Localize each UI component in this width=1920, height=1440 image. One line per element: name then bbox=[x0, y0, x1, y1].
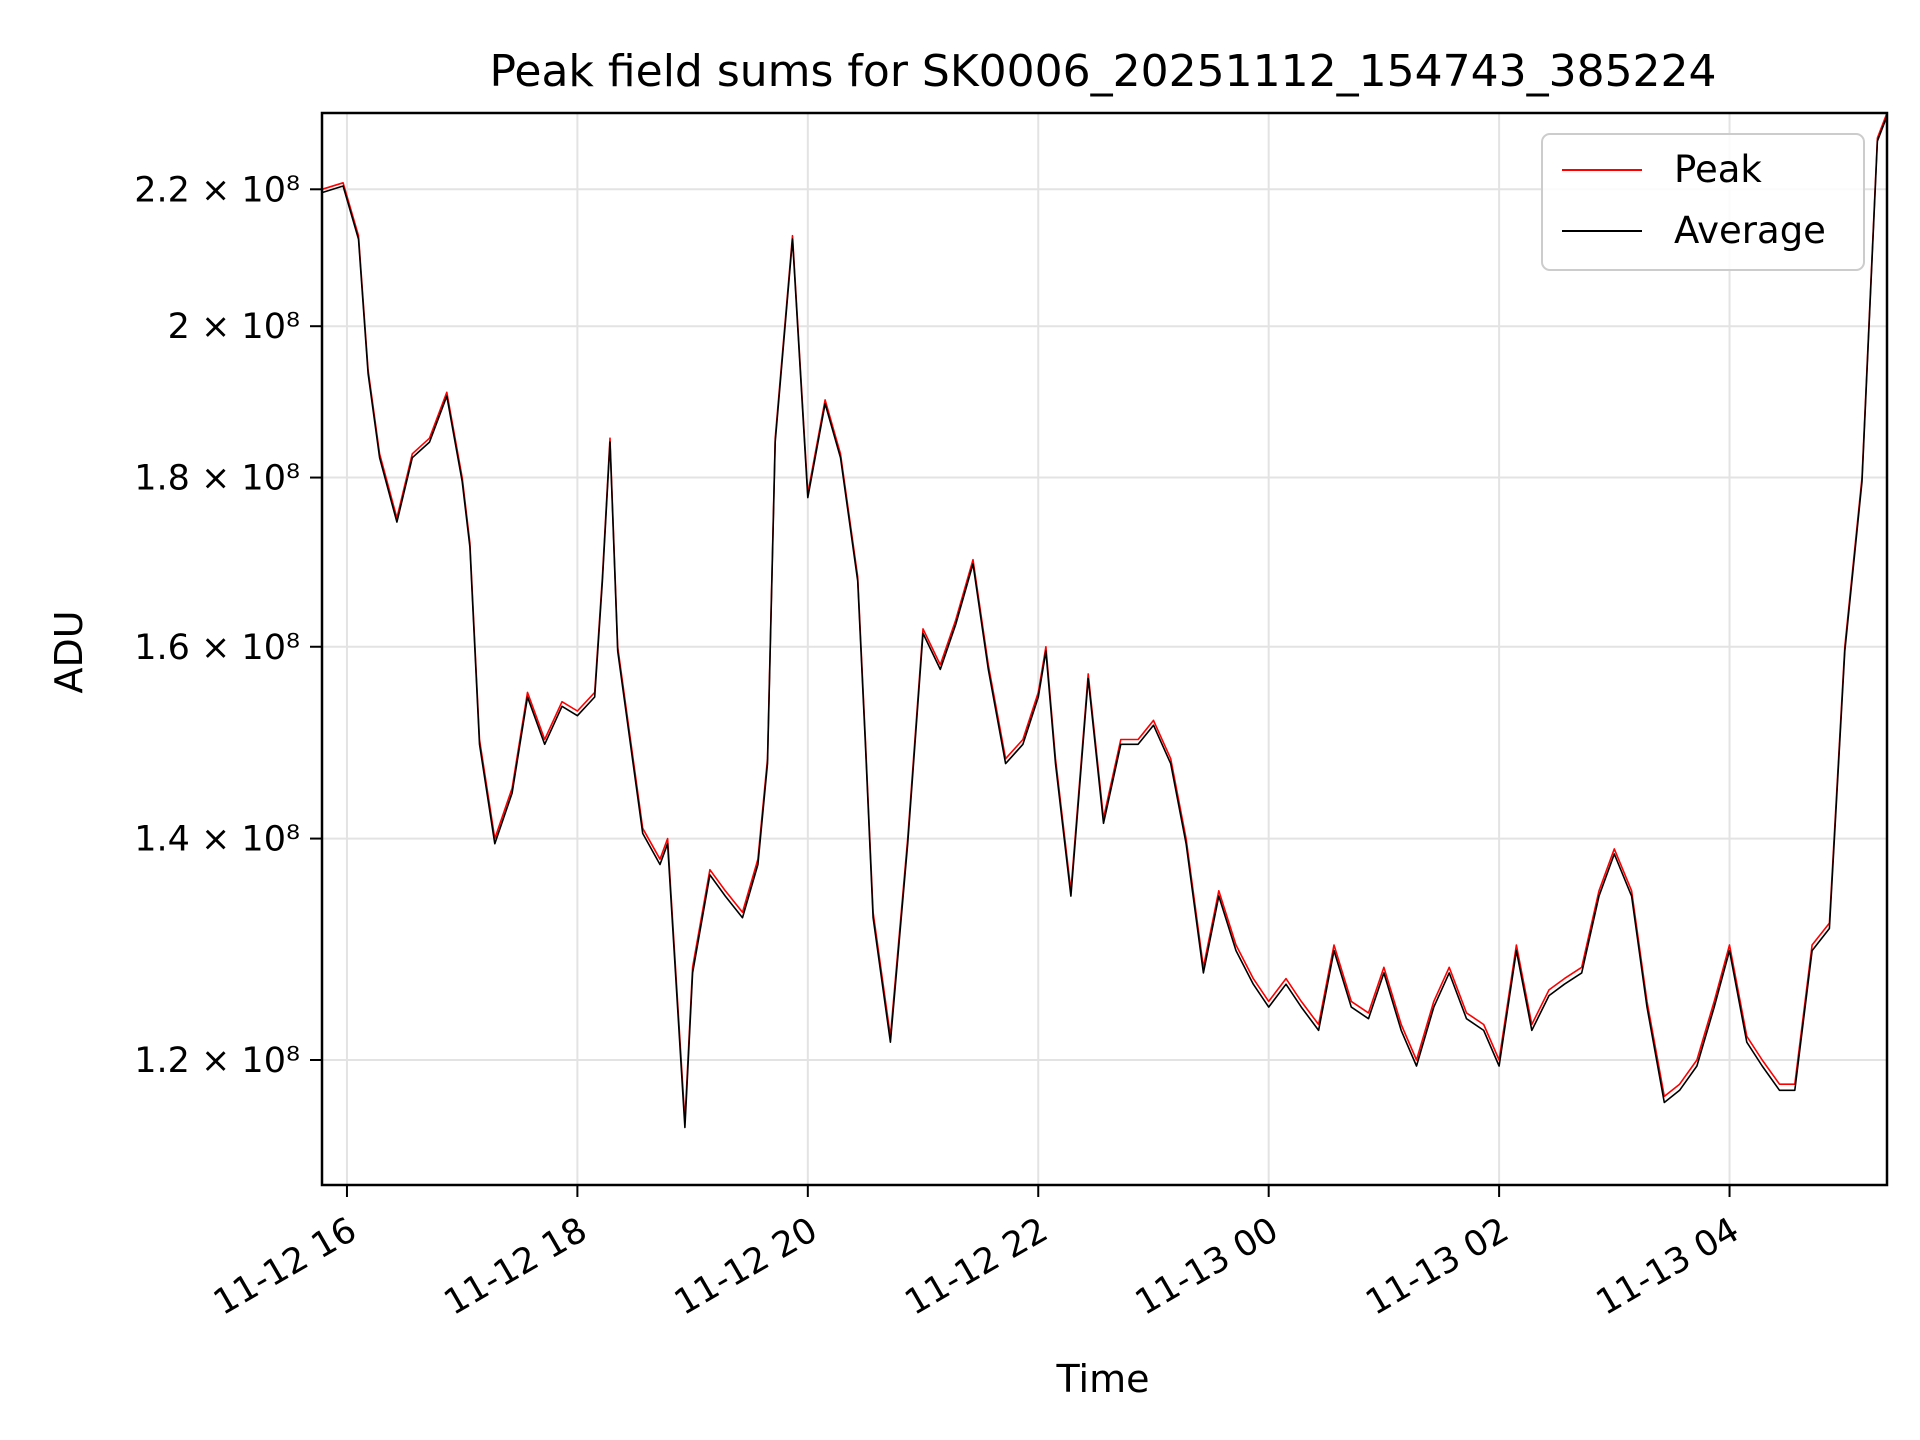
y-axis-label: ADU bbox=[47, 610, 91, 693]
y-tick-label: 2.2 × 10⁸ bbox=[134, 170, 300, 210]
x-axis-label: Time bbox=[1056, 1357, 1150, 1401]
plot-frame bbox=[320, 111, 1889, 1187]
y-tick-label: 2 × 10⁸ bbox=[168, 307, 300, 347]
y-axis: 1.2 × 10⁸ 1.4 × 10⁸ 1.6 × 10⁸ 1.8 × 10⁸ 2 × … bbox=[134, 170, 322, 1081]
series-layer bbox=[321, 112, 1888, 1129]
y-tick-label: 1.4 × 10⁸ bbox=[134, 820, 300, 860]
legend: Peak Average bbox=[1541, 133, 1865, 271]
legend-frame bbox=[1541, 133, 1865, 271]
grid bbox=[322, 113, 1887, 1185]
y-tick-label: 1.6 × 10⁸ bbox=[134, 628, 300, 668]
legend-label-average: Average bbox=[1674, 209, 1826, 252]
y-tick-label: 1.8 × 10⁸ bbox=[134, 459, 300, 499]
legend-label-peak: Peak bbox=[1674, 148, 1762, 191]
chart-title: Peak field sums for SK0006_20251112_1547… bbox=[489, 46, 1716, 97]
y-tick-label: 1.2 × 10⁸ bbox=[134, 1041, 300, 1081]
series-line-average bbox=[321, 115, 1888, 1129]
